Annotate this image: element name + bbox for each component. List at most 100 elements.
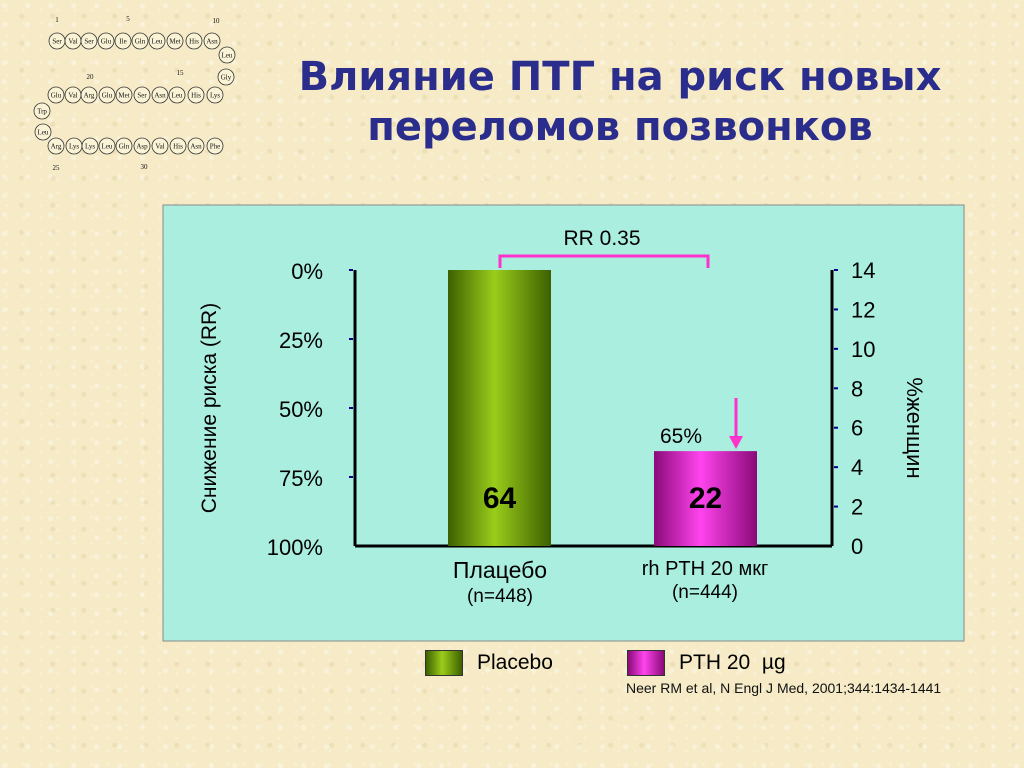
category-label: Плацебо	[453, 557, 547, 583]
amino-acid-label: Asn	[154, 92, 166, 100]
category-note: (n=444)	[672, 582, 738, 603]
amino-acid-circle	[217, 68, 235, 86]
amino-acid-label: Gln	[135, 38, 146, 46]
amino-acid-circle	[80, 32, 98, 50]
amino-acid-label: Asp	[136, 143, 148, 151]
amino-acid-label: Ser	[84, 38, 94, 46]
category-label: rh PTH 20 мкг	[642, 558, 769, 580]
amino-acid-label: Gln	[119, 143, 130, 151]
amino-acid-label: Val	[68, 38, 77, 46]
amino-acid-circle	[34, 123, 52, 141]
amino-acid-label: Trp	[37, 108, 47, 116]
amino-acid-circle	[151, 86, 169, 104]
reduction-arrow-head	[729, 436, 743, 449]
amino-acid-circle	[185, 32, 203, 50]
amino-acid-label: Val	[68, 92, 77, 100]
category-note: (n=448)	[467, 586, 533, 607]
amino-acid-circle	[218, 46, 236, 64]
plot-background	[162, 204, 965, 642]
amino-acid-label: Glu	[102, 92, 113, 100]
residue-number: 20	[87, 73, 95, 81]
right-axis-tick-label: 0	[851, 534, 863, 559]
amino-acid-label: Ile	[119, 38, 126, 46]
reduction-label: 65%	[660, 425, 702, 448]
residue-number: 1	[55, 16, 59, 24]
amino-acid-circle	[115, 86, 133, 104]
rr-bracket	[498, 254, 710, 268]
left-axis-tick-label: 0%	[291, 259, 323, 284]
residue-number: 25	[53, 164, 61, 172]
amino-acid-circle	[114, 32, 132, 50]
amino-acid-label: Lys	[85, 143, 95, 151]
amino-acid-label: Phe	[210, 143, 221, 151]
legend-label-pth: PTH 20 µg	[679, 651, 786, 674]
amino-acid-label: Arg	[51, 143, 62, 151]
amino-acid-label: His	[173, 143, 183, 151]
legend-label-placebo: Placebo	[477, 651, 553, 674]
residue-number: 10	[213, 17, 221, 25]
amino-acid-label: Gly	[221, 74, 232, 82]
residue-number: 30	[141, 163, 149, 171]
legend-swatch-pth	[627, 650, 665, 676]
legend-item-placebo: Placebo	[425, 650, 553, 676]
right-axis-tick-label: 2	[851, 495, 863, 520]
left-axis-tick-label: 75%	[279, 466, 323, 491]
amino-acid-label: Lys	[210, 92, 220, 100]
amino-acid-label: Leu	[102, 143, 113, 151]
amino-acid-circle	[187, 86, 205, 104]
amino-acid-label: Leu	[172, 92, 183, 100]
left-axis-tick-label: 100%	[267, 535, 323, 560]
right-axis-tick-label: 4	[851, 455, 863, 480]
amino-acid-label: Asn	[206, 38, 218, 46]
amino-acid-label: Lys	[69, 143, 79, 151]
amino-acid-circle	[166, 32, 184, 50]
amino-acid-label: Glu	[101, 38, 112, 46]
amino-acid-circle	[47, 86, 65, 104]
amino-acid-label: Met	[169, 38, 180, 46]
bar-pth	[654, 451, 757, 546]
legend-item-pth: PTH 20 µg	[627, 650, 786, 676]
amino-acid-circle	[187, 137, 205, 155]
title-line-1: Влияние ПТГ на риск новых	[298, 54, 942, 100]
amino-acid-circle	[97, 32, 115, 50]
residue-number: 5	[126, 15, 130, 23]
amino-acid-circle	[206, 86, 224, 104]
amino-acid-label: Ser	[137, 92, 147, 100]
amino-acid-label: Asn	[190, 143, 202, 151]
amino-acid-label: Arg	[84, 92, 95, 100]
rr-label: RR 0.35	[563, 227, 640, 250]
citation: Neer RM et al, N Engl J Med, 2001;344:14…	[626, 680, 942, 696]
bar-value-label: 22	[689, 482, 722, 515]
page-title: Влияние ПТГ на риск новых переломов позв…	[250, 52, 990, 152]
amino-acid-label: His	[189, 38, 199, 46]
amino-acid-label: Met	[118, 92, 129, 100]
right-axis-tick-label: 6	[851, 416, 863, 441]
amino-acid-label: Ser	[52, 38, 62, 46]
right-axis-tick-label: 12	[851, 297, 875, 322]
amino-acid-circle	[81, 137, 99, 155]
amino-acid-circle	[98, 86, 116, 104]
amino-acid-label: Leu	[222, 52, 233, 60]
amino-acid-label: His	[191, 92, 201, 100]
amino-acid-circle	[151, 137, 169, 155]
left-axis-tick-label: 50%	[279, 397, 323, 422]
right-axis-tick-label: 8	[851, 376, 863, 401]
amino-acid-circle	[133, 137, 151, 155]
amino-acid-label: Glu	[51, 92, 62, 100]
residue-number: 15	[177, 69, 185, 77]
bar-value-label: 64	[483, 482, 517, 515]
right-axis-title: %женщин	[902, 377, 927, 478]
title-line-2: переломов позвонков	[367, 104, 873, 150]
bar-placebo	[448, 270, 551, 546]
amino-acid-label: Val	[155, 143, 164, 151]
legend-swatch-placebo	[425, 650, 463, 676]
amino-acid-label: Leu	[38, 129, 49, 137]
amino-acid-circle	[131, 32, 149, 50]
amino-acid-circle	[33, 102, 51, 120]
amino-acid-circle	[98, 137, 116, 155]
peptide-sequence-diagram: Ser Val Ser Glu Ile Gln Leu Met His Asn Leu Gly Glu V…	[33, 15, 236, 172]
amino-acid-circle	[169, 137, 187, 155]
amino-acid-circle	[206, 137, 224, 155]
right-axis-tick-label: 14	[851, 258, 875, 283]
